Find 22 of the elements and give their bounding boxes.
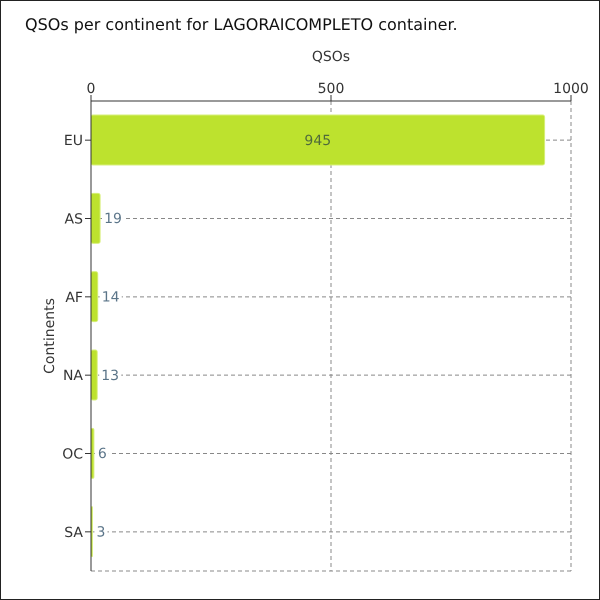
y-tick-label: NA bbox=[62, 368, 84, 384]
y-tick-label: EU bbox=[64, 133, 83, 150]
y-tick-label: SA bbox=[64, 524, 84, 541]
y-tick-label: OC bbox=[62, 446, 84, 462]
x-tick-label: 1000 bbox=[553, 81, 589, 97]
data-label: 3 bbox=[96, 524, 106, 541]
data-label: 13 bbox=[101, 368, 120, 384]
bar bbox=[91, 114, 546, 166]
data-label: 6 bbox=[98, 446, 107, 462]
x-axis-title: QSOs bbox=[312, 49, 350, 65]
data-label: 14 bbox=[102, 290, 120, 306]
x-tick-label: 0 bbox=[86, 81, 96, 97]
y-tick-label: AS bbox=[64, 211, 84, 228]
y-axis-title: Continents bbox=[42, 298, 58, 374]
data-label: 19 bbox=[104, 211, 122, 228]
y-tick-label: AF bbox=[65, 290, 83, 306]
chart-title: QSOs per continent for LAGORAICOMPLETO container. bbox=[25, 15, 458, 34]
data-label: 945 bbox=[304, 132, 332, 149]
bar bbox=[91, 350, 98, 400]
x-tick-label: 500 bbox=[318, 81, 344, 97]
bar bbox=[91, 192, 101, 244]
bar bbox=[91, 271, 98, 322]
